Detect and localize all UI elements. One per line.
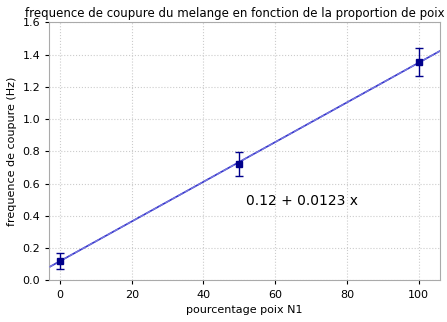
Title: frequence de coupure du melange en fonction de la proportion de poix N1: frequence de coupure du melange en fonct… bbox=[25, 7, 447, 20]
X-axis label: pourcentage poix N1: pourcentage poix N1 bbox=[186, 305, 303, 315]
Text: 0.12 + 0.0123 x: 0.12 + 0.0123 x bbox=[246, 194, 358, 208]
Y-axis label: frequence de coupure (Hz): frequence de coupure (Hz) bbox=[7, 77, 17, 226]
